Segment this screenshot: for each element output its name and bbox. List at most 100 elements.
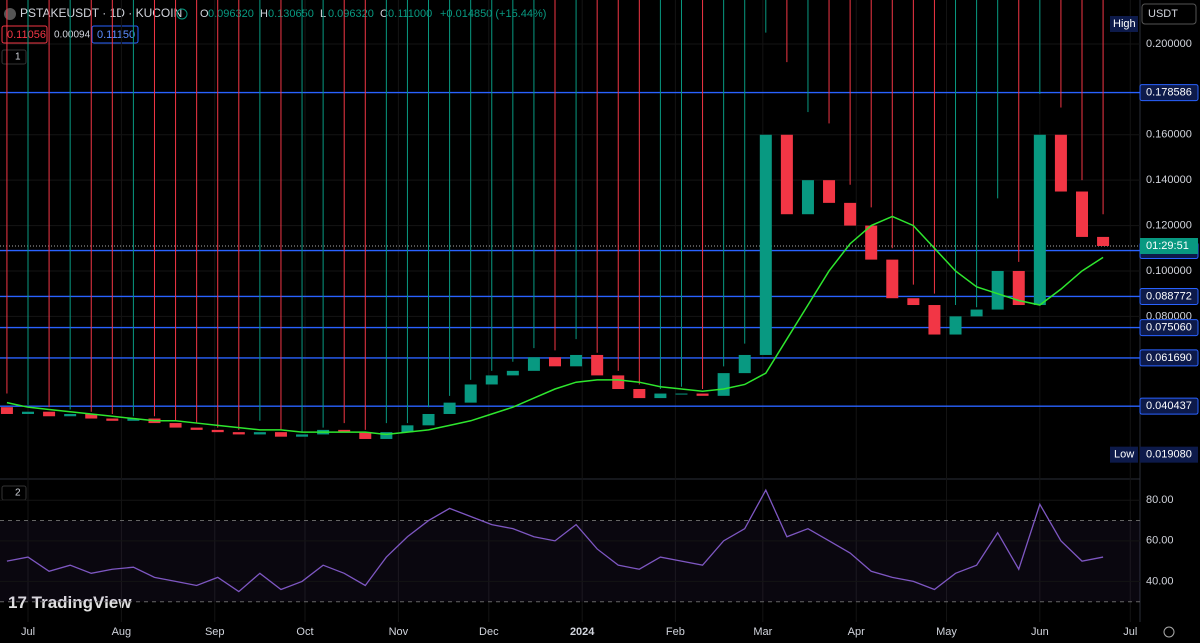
level-label: 0.075060 <box>1146 321 1192 333</box>
candle-body <box>738 354 751 374</box>
x-tick-label: Mar <box>753 626 772 638</box>
candle-body <box>464 384 477 403</box>
candle-body <box>928 305 941 335</box>
candle-body <box>401 425 414 433</box>
candle-body <box>801 180 814 215</box>
moving-average <box>6 215 1104 436</box>
low-value-tag <box>1140 446 1198 463</box>
candle-body <box>949 316 962 335</box>
y-tick-label: 0.140000 <box>1146 174 1192 186</box>
rsi-tick-label: 40.00 <box>1146 575 1174 587</box>
ohlc-value: 0.111000 <box>388 8 432 20</box>
pane-label: 1 <box>15 52 21 63</box>
candle-body <box>64 413 77 417</box>
candle-body <box>675 393 688 395</box>
candle-body <box>1097 236 1110 246</box>
symbol: PSTAKEUSDT · 1D · KUCOIN <box>20 6 182 20</box>
pane-toggle[interactable] <box>1 49 27 65</box>
level-tag <box>1139 319 1199 337</box>
candle-body <box>85 413 98 419</box>
level-label: 0.178586 <box>1146 86 1192 98</box>
x-tick-label: Apr <box>848 626 865 638</box>
logo: 17 TradingView <box>8 593 132 612</box>
x-tick-label: Aug <box>112 626 132 638</box>
x-tick-label: Nov <box>389 626 409 638</box>
currency: USDT <box>1148 8 1178 20</box>
candle-body <box>380 432 393 439</box>
currency-button[interactable] <box>1141 3 1197 25</box>
candle-body <box>211 429 224 433</box>
x-tick-label: 2024 <box>570 626 595 638</box>
candle-body <box>253 432 266 435</box>
candle-body <box>549 357 561 367</box>
rsi-tick-label: 60.00 <box>1146 535 1174 547</box>
candle-body <box>43 411 56 417</box>
candle-body <box>0 407 13 414</box>
y-tick-label: 0.200000 <box>1146 38 1192 50</box>
y-tick-label: 0.120000 <box>1146 219 1192 231</box>
level-label: 0.088772 <box>1146 290 1192 302</box>
candle-body <box>759 134 772 355</box>
x-tick-label: Feb <box>666 626 685 638</box>
candle-body <box>190 427 203 430</box>
x-tick-label: Jun <box>1031 626 1049 638</box>
rsi-band <box>0 520 1140 602</box>
change: +0.014850 (+15.44%) <box>440 8 546 20</box>
candle-body <box>527 357 540 371</box>
ohlc-key: H <box>260 8 268 20</box>
candle-body <box>106 418 119 421</box>
x-tick-label: Jul <box>1123 626 1137 638</box>
bid-box[interactable] <box>1 25 48 44</box>
candle-body <box>823 180 836 203</box>
ask-box[interactable] <box>91 25 139 44</box>
candle-body <box>717 373 730 396</box>
ohlc-value: 0.130650 <box>268 8 314 20</box>
rsi-line <box>6 488 1104 593</box>
candle-body <box>696 393 709 396</box>
candle-body <box>612 375 625 390</box>
candle-body <box>1076 191 1088 237</box>
x-tick-label: May <box>936 626 957 638</box>
countdown-tag <box>1140 238 1198 254</box>
candle-body <box>591 354 604 376</box>
candle-body <box>422 413 435 426</box>
candle-body <box>970 309 983 317</box>
x-tick-label: Sep <box>205 626 225 638</box>
level-tag <box>1139 84 1199 102</box>
candle-body <box>844 202 857 226</box>
candle-body <box>1033 134 1046 306</box>
high-label: High <box>1113 18 1136 30</box>
candle-body <box>570 354 583 367</box>
ask: 0.11150 <box>97 29 135 41</box>
candle-body <box>654 393 667 399</box>
candle-body <box>991 270 1004 310</box>
level-tag <box>1139 397 1199 415</box>
x-tick-label: Oct <box>296 626 313 638</box>
ohlc-value: 0.096320 <box>208 8 254 20</box>
symbol-icon <box>4 8 16 20</box>
candle-body <box>865 225 878 260</box>
candle-body <box>22 411 34 414</box>
candle-body <box>633 389 646 399</box>
y-tick-label: 0.100000 <box>1146 265 1192 277</box>
candle-body <box>780 134 793 215</box>
low-value: 0.019080 <box>1146 449 1192 461</box>
bid: 0.11056 <box>7 29 46 41</box>
spread: 0.00094 <box>54 30 91 41</box>
pane-label: 2 <box>15 488 21 499</box>
settings-icon[interactable] <box>1163 626 1175 638</box>
x-tick-label: Dec <box>479 626 499 638</box>
candle-body <box>907 298 920 306</box>
ohlc-value: 0.096320 <box>328 8 374 20</box>
low-tag <box>1110 446 1138 463</box>
candle-body <box>443 402 456 414</box>
candle-body <box>169 423 182 428</box>
x-tick-label: Jul <box>21 626 35 638</box>
candle-body <box>506 370 519 376</box>
countdown: 01:29:51 <box>1146 240 1189 252</box>
low-tag-label: Low <box>1114 449 1134 461</box>
high-tag <box>1110 16 1138 32</box>
level-label: 0.061690 <box>1146 352 1192 364</box>
candle-body <box>886 259 899 299</box>
